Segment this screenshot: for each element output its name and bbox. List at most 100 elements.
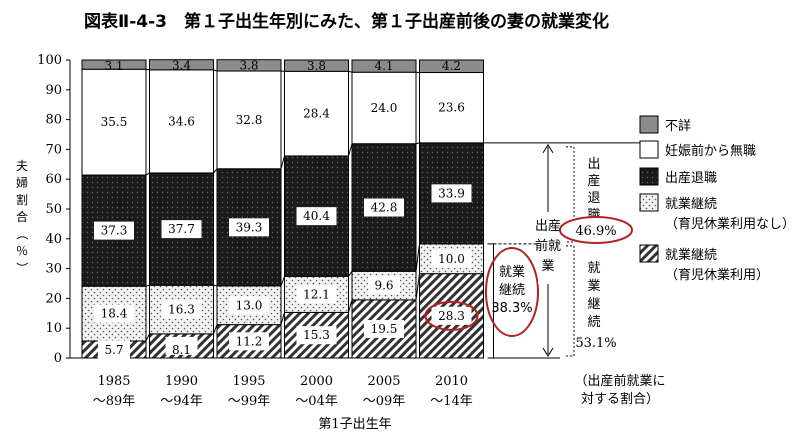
continued-label-char: 業 bbox=[587, 278, 600, 294]
y-axis-label-char: 割 bbox=[16, 192, 28, 207]
y-axis-label-char: 婦 bbox=[16, 175, 28, 190]
connector-line bbox=[415, 142, 420, 145]
x-tick-label: ～94年 bbox=[160, 394, 203, 409]
pre-birth-label: 業 bbox=[541, 258, 554, 274]
value-label-bg bbox=[161, 112, 202, 131]
data-label: 32.8 bbox=[236, 113, 263, 127]
highlight-ellipse bbox=[559, 216, 633, 244]
data-label: 42.8 bbox=[371, 201, 398, 215]
range-label-bg bbox=[538, 212, 558, 284]
data-label: 15.3 bbox=[303, 328, 330, 342]
x-tick-label: 2010 bbox=[435, 374, 468, 389]
arrow-head-down bbox=[542, 347, 554, 357]
value-label-bg bbox=[94, 221, 134, 240]
value-label-bg bbox=[431, 249, 472, 268]
y-axis-label-char: 夫 bbox=[16, 159, 28, 173]
y-tick-label: 90 bbox=[45, 83, 62, 98]
value-label-bg bbox=[364, 198, 404, 217]
connector-line bbox=[145, 333, 150, 342]
keizoku-total-label: 就業 bbox=[499, 264, 525, 280]
value-label-bg bbox=[229, 218, 269, 237]
bar-segment-fusho bbox=[351, 59, 417, 73]
data-label: 35.5 bbox=[101, 115, 128, 129]
data-label: 3.1 bbox=[104, 59, 123, 73]
value-label-bg bbox=[364, 98, 404, 117]
keizoku-total-label: 継続 bbox=[499, 283, 525, 298]
connector-line bbox=[280, 155, 285, 169]
x-tick-label: 2005 bbox=[367, 374, 400, 389]
data-label: 39.3 bbox=[236, 220, 263, 234]
connector-line bbox=[348, 143, 353, 157]
value-label-bg bbox=[165, 336, 198, 355]
y-tick-label: 10 bbox=[45, 321, 62, 336]
y-tick-label: 70 bbox=[45, 142, 62, 157]
data-label: 28.4 bbox=[303, 107, 330, 121]
y-tick-label: 0 bbox=[54, 351, 62, 366]
data-label: 4.2 bbox=[442, 59, 461, 73]
data-label: 12.1 bbox=[303, 287, 330, 301]
data-label: 23.6 bbox=[438, 101, 465, 115]
data-label: 33.9 bbox=[438, 186, 465, 200]
y-tick-label: 20 bbox=[45, 291, 62, 306]
chart-title: 図表Ⅱ-4-3 第１子出生年別にみた、第１子出産前後の妻の就業変化 bbox=[84, 11, 609, 32]
x-tick-label: 1995 bbox=[232, 374, 265, 389]
value-label-bg bbox=[296, 104, 337, 123]
footnote: （出産前就業に bbox=[574, 373, 665, 389]
legend-swatch bbox=[639, 167, 659, 186]
connector-line bbox=[415, 273, 420, 300]
bar-segment-fusho bbox=[216, 59, 282, 72]
continued-label-char: 就 bbox=[587, 261, 600, 276]
x-tick-label: 1990 bbox=[165, 374, 198, 389]
connector-line bbox=[280, 312, 285, 325]
value-label-bg bbox=[296, 326, 337, 345]
data-label: 13.0 bbox=[236, 298, 263, 312]
value-label-bg bbox=[431, 184, 472, 203]
data-label: 4.1 bbox=[374, 59, 393, 73]
value-label-bg bbox=[431, 98, 472, 117]
legend-label: 不詳 bbox=[665, 118, 691, 134]
connector-line bbox=[348, 299, 353, 313]
data-label: 19.5 bbox=[371, 322, 398, 336]
data-label: 24.0 bbox=[371, 101, 398, 115]
data-label: 3.4 bbox=[172, 59, 191, 73]
y-tick-label: 30 bbox=[45, 262, 62, 277]
keizoku-bracket bbox=[487, 243, 494, 359]
data-label: 16.3 bbox=[168, 303, 195, 317]
x-tick-label: ～09年 bbox=[363, 394, 406, 409]
legend-label: 出産退職 bbox=[665, 170, 717, 186]
value-label-bg bbox=[368, 276, 400, 295]
connector-line bbox=[213, 324, 218, 335]
legend-label: 就業継続 bbox=[665, 247, 717, 263]
data-label: 11.2 bbox=[236, 334, 263, 348]
x-tick-label: ～89年 bbox=[93, 394, 136, 409]
y-tick-label: 60 bbox=[45, 172, 62, 187]
connector-line bbox=[145, 172, 150, 176]
value-label-bg bbox=[431, 306, 472, 325]
data-label: 5.7 bbox=[104, 343, 123, 357]
value-label-bg bbox=[229, 296, 269, 315]
legend-swatch bbox=[639, 115, 659, 134]
pre-birth-label: 前就 bbox=[535, 238, 561, 254]
data-label: 9.6 bbox=[374, 279, 393, 293]
value-label-bg bbox=[229, 332, 269, 351]
x-tick-label: ～14年 bbox=[430, 394, 473, 409]
keizoku-total-label: 38.3% bbox=[491, 301, 532, 316]
retire-label-char: 産 bbox=[587, 173, 600, 189]
connector-line bbox=[145, 68, 150, 71]
value-label-bg bbox=[296, 207, 337, 226]
connector-line bbox=[145, 284, 150, 287]
continued-bracket bbox=[566, 245, 575, 357]
x-tick-label: 1985 bbox=[97, 374, 130, 389]
bar-segment-fusho bbox=[149, 59, 214, 71]
connector-line bbox=[348, 270, 353, 277]
data-label: 28.3 bbox=[438, 309, 465, 323]
y-tick-label: 50 bbox=[45, 202, 62, 217]
data-label: 8.1 bbox=[172, 343, 191, 357]
x-tick-label: 2000 bbox=[300, 374, 333, 389]
continued-label-char: 継 bbox=[587, 297, 600, 312]
bar-segment-fusho bbox=[284, 59, 349, 72]
data-label: 34.6 bbox=[168, 114, 195, 128]
data-label: 37.7 bbox=[168, 222, 195, 236]
legend-label: 就業継続 bbox=[665, 196, 717, 212]
